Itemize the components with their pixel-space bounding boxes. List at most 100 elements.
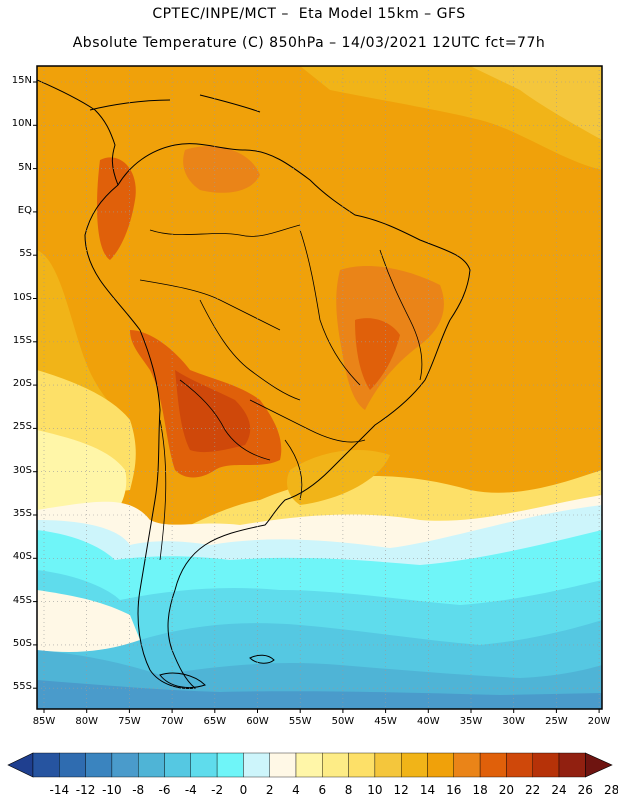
latitude-label: 5S <box>19 248 32 260</box>
longitude-label: 20W <box>587 716 611 727</box>
colorbar-label: -6 <box>158 783 171 797</box>
longitude-label: 70W <box>160 716 184 727</box>
colorbar-label: -14 <box>49 783 70 797</box>
latitude-label: 20S <box>12 378 32 390</box>
colorbar-swatch <box>401 752 428 778</box>
colorbar-low-arrow <box>7 752 34 778</box>
longitude-label: 35W <box>459 716 483 727</box>
colorbar-swatch <box>32 752 60 778</box>
longitude-label: 30W <box>502 716 525 727</box>
colorbar-label: 10 <box>367 783 383 797</box>
latitude-label: EQ <box>17 204 32 216</box>
border-1 <box>149 224 301 237</box>
longitude-label: 50W <box>331 716 355 727</box>
colorbar-label: 2 <box>265 783 274 797</box>
colorbar-swatch <box>164 752 191 778</box>
latitude-label: 40S <box>12 551 32 563</box>
colorbar-label: 16 <box>446 783 462 797</box>
caribbean-islands <box>89 94 261 113</box>
longitude-label: 55W <box>288 716 312 727</box>
colorbar-label: -12 <box>75 783 96 797</box>
tierra-del-fuego <box>159 672 206 688</box>
colorbar-swatch <box>322 752 349 778</box>
colorbar-label: 28 <box>603 783 618 797</box>
colorbar-swatch <box>479 752 507 778</box>
colorbar-swatch <box>137 752 165 778</box>
field-venezuela-hot <box>183 146 260 193</box>
field-brazil-core-hot <box>355 318 400 390</box>
coastlines <box>37 79 471 689</box>
field-chile-pale <box>37 590 140 652</box>
border-9 <box>159 419 167 561</box>
axis-ticks <box>33 81 600 713</box>
colorbar-label: 26 <box>577 783 593 797</box>
colorbar-swatch <box>243 752 270 778</box>
border-5 <box>299 229 361 386</box>
colorbar-swatch <box>111 752 139 778</box>
colorbar-label: 18 <box>472 783 488 797</box>
colorbar-swatch <box>348 752 376 778</box>
field-andes-north-hot <box>97 157 136 260</box>
longitude-label: 60W <box>246 716 269 727</box>
colorbar-label: 24 <box>551 783 567 797</box>
longitude-label: 25W <box>545 716 568 727</box>
field-south-blue3 <box>37 680 602 709</box>
colorbar-swatch <box>295 752 323 778</box>
colorbar-label: -2 <box>211 783 224 797</box>
longitude-label: 85W <box>32 716 56 727</box>
border-4 <box>179 379 271 461</box>
map-title-line-2: Absolute Temperature (C) 850hPa – 14/03/… <box>72 35 546 51</box>
colorbar-swatch <box>453 752 481 778</box>
colorbar-label: 4 <box>292 783 300 797</box>
colorbar-label: 12 <box>393 783 409 797</box>
colorbar-swatch <box>374 752 402 778</box>
border-6 <box>249 399 366 443</box>
south-america-outline <box>84 143 471 689</box>
colorbar <box>7 752 613 778</box>
colorbar-swatch <box>532 752 560 778</box>
latitude-label: 55S <box>12 681 32 693</box>
latitude-label: 30S <box>12 464 32 476</box>
longitude-label: 45W <box>374 716 397 727</box>
longitude-label: 75W <box>118 716 141 727</box>
latitude-label: 35S <box>12 508 32 519</box>
colorbar-label: -10 <box>102 783 122 797</box>
border-2 <box>139 279 281 331</box>
latitude-label: 5N <box>18 161 32 173</box>
colorbar-label: 22 <box>525 783 541 797</box>
latitude-label: 50S <box>12 637 32 649</box>
colorbar-label: 6 <box>318 783 327 797</box>
latitude-label: 10S <box>12 291 32 303</box>
colorbar-swatch <box>216 752 244 778</box>
border-3 <box>199 299 301 401</box>
colorbar-label: -8 <box>132 783 145 797</box>
colorbar-label: 0 <box>239 783 248 797</box>
colorbar-swatch <box>190 752 218 778</box>
colorbar-swatch <box>59 752 86 778</box>
colorbar-label: -4 <box>184 783 197 797</box>
colorbar-swatch <box>427 752 454 778</box>
falklands <box>249 654 275 664</box>
colorbar-swatch <box>85 752 113 778</box>
colorbar-label: 14 <box>419 783 436 797</box>
colorbar-swatch <box>269 752 297 778</box>
longitude-label: 80W <box>75 716 98 727</box>
field-ne-cooler <box>470 66 602 140</box>
latitude-label: 45S <box>12 594 32 606</box>
latitude-label: 25S <box>12 421 32 433</box>
border-8 <box>379 249 423 381</box>
colorbar-label: 8 <box>344 783 353 797</box>
colorbar-label: 20 <box>498 783 515 797</box>
country-borders <box>139 224 423 561</box>
map-title-line-1: CPTEC/INPE/MCT – Eta Model 15km – GFS <box>152 6 466 22</box>
longitude-label: 65W <box>203 716 227 727</box>
colorbar-swatch <box>506 752 533 778</box>
map-frame <box>36 65 603 710</box>
colorbar-high-arrow <box>584 752 613 778</box>
latitude-label: 15S <box>12 334 32 346</box>
field-uruguay-cool <box>287 450 390 505</box>
temperature-field <box>37 66 602 709</box>
colorbar-swatch <box>558 752 586 778</box>
latitude-label: 10N <box>11 118 32 130</box>
